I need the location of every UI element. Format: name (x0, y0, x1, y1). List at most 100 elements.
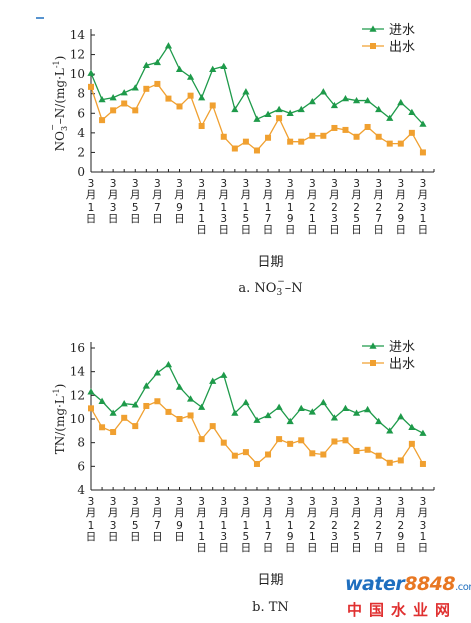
data-point (319, 398, 327, 406)
data-point (331, 438, 338, 445)
caption-sub: 3 (276, 288, 282, 298)
data-point (242, 138, 249, 145)
data-point (408, 423, 416, 430)
data-point (165, 95, 172, 102)
data-point (165, 408, 172, 415)
y-tick-label: 14 (70, 365, 86, 379)
legend-label: 出水 (389, 40, 415, 55)
watermark-logo: water8848.com 中国水业网 (345, 573, 471, 621)
y-label-main: TN/(mg·L (53, 396, 67, 454)
data-point (164, 360, 173, 368)
data-point (342, 126, 349, 133)
data-point (198, 403, 206, 410)
data-point (364, 405, 372, 413)
caption-tail: –N (285, 281, 303, 296)
data-point (298, 437, 305, 444)
legend-label: 出水 (389, 357, 415, 372)
data-point (110, 429, 117, 436)
chart-caption: b. TN (252, 600, 289, 615)
data-point (186, 73, 195, 80)
data-point (198, 436, 205, 443)
data-point (198, 123, 205, 130)
data-point (408, 440, 415, 447)
y-tick-label: 0 (77, 165, 85, 179)
data-point (419, 120, 427, 127)
data-point (220, 439, 227, 446)
data-point (132, 107, 139, 114)
data-point (353, 447, 360, 454)
y-label-tail: –N/(mg·L (53, 68, 67, 124)
data-point (220, 133, 227, 140)
y-tick-label: 10 (70, 412, 85, 426)
data-point (408, 108, 416, 116)
data-point (176, 103, 183, 110)
y-label-unit-sup: -1 (52, 60, 61, 68)
data-point (175, 65, 184, 72)
data-point (231, 145, 238, 152)
data-point (341, 95, 350, 102)
legend-marker (369, 342, 377, 349)
y-tick-label: 4 (77, 126, 85, 140)
data-point (253, 460, 260, 467)
data-point (375, 133, 382, 140)
y-axis-label: TN/(mg·L-1) (52, 384, 67, 455)
data-point (342, 437, 349, 444)
data-point (309, 132, 316, 139)
x-axis-label: 日期 (257, 573, 283, 588)
y-label-close: ) (53, 384, 67, 389)
data-point (353, 133, 360, 140)
data-point (99, 424, 106, 431)
data-point (375, 417, 383, 425)
logo-text-main: water (345, 573, 405, 595)
data-point (408, 129, 415, 136)
data-point (331, 124, 338, 131)
y-tick-label: 8 (77, 436, 85, 450)
data-point (175, 383, 184, 390)
data-point (419, 429, 427, 436)
data-point (87, 69, 95, 76)
y-axis-label: NO3−–N/(mg·L-1) (48, 56, 69, 152)
data-point (209, 377, 217, 384)
data-point (209, 423, 216, 430)
data-point (319, 88, 327, 95)
logo-cn-text: 中国水业网 (347, 601, 458, 619)
data-point (386, 427, 394, 434)
y-tick-label: 12 (70, 388, 85, 402)
caption-main: NO (254, 281, 276, 296)
data-point (286, 109, 294, 116)
data-point (264, 411, 272, 419)
data-point (143, 402, 150, 409)
data-point (109, 409, 117, 416)
legend-marker (369, 25, 377, 32)
y-tick-label: 6 (77, 459, 85, 473)
data-point (242, 398, 250, 406)
y-tick-label: 12 (70, 48, 85, 62)
data-point (419, 460, 426, 467)
data-point (297, 105, 305, 113)
data-point (110, 107, 117, 114)
y-tick-label: 6 (77, 106, 85, 120)
data-point (286, 417, 294, 425)
data-point (265, 451, 272, 458)
series-line-1 (90, 363, 424, 434)
data-point (375, 452, 382, 459)
data-point (386, 459, 393, 466)
y-tick-label: 14 (70, 28, 86, 42)
data-point (397, 140, 404, 147)
data-point (120, 400, 128, 407)
